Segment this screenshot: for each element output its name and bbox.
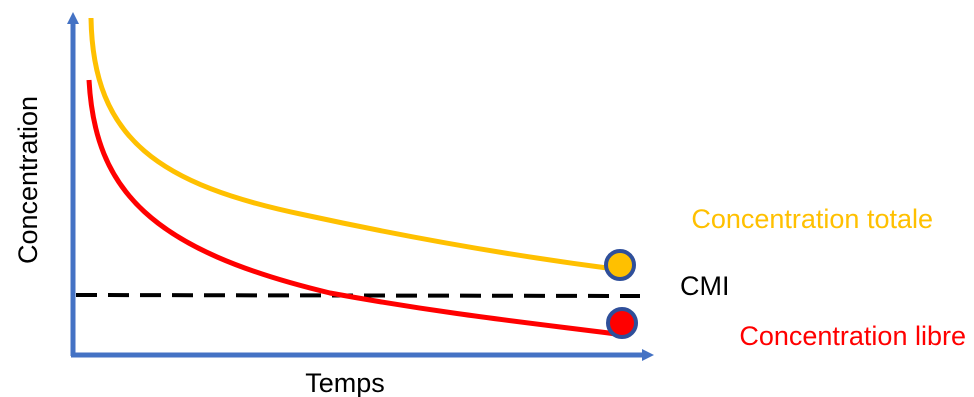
x-axis-title: Temps bbox=[305, 368, 385, 397]
total-endpoint-marker bbox=[604, 249, 636, 281]
free-endpoint-marker bbox=[606, 307, 638, 339]
y-axis-title: Concentration bbox=[13, 96, 43, 264]
concentration-libre-label: Concentration libre bbox=[739, 321, 966, 351]
concentration-totale-curve bbox=[88, 17, 623, 273]
cmi-label: CMI bbox=[680, 271, 730, 301]
concentration-libre-curve bbox=[86, 79, 625, 338]
concentration-totale-label: Concentration totale bbox=[691, 204, 933, 234]
